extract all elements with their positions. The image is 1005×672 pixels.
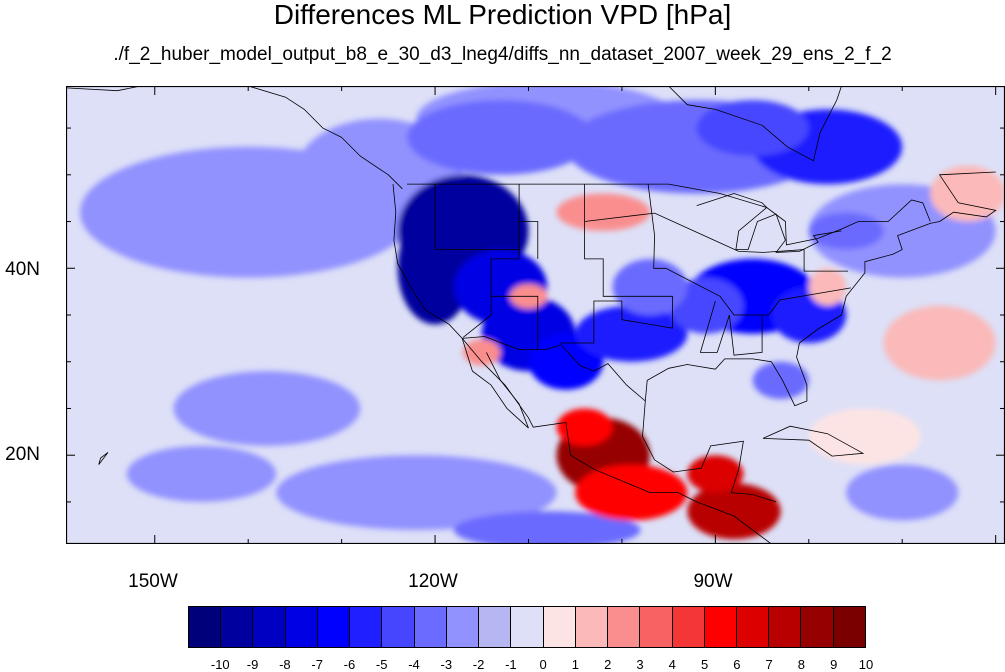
chart-subtitle: ./f_2_huber_model_output_b8_e_30_d3_lneg… [113,44,892,65]
colorbar-swatch [608,607,641,647]
field-blob-caribbean [808,408,922,465]
colorbar-swatch [479,607,512,647]
colorbar-swatch [221,607,254,647]
colorbar [188,606,866,648]
colorbar-swatch [801,607,834,647]
field-blob-mid-south [668,277,744,334]
colorbar-tick-label: 9 [830,657,838,672]
field-blob-baja-north [463,339,501,366]
colorbar-tick-label: -9 [246,657,259,672]
border-nova-scotia [938,171,997,222]
lat-label-40n: 40N [5,259,40,280]
colorbar-swatch [350,607,383,647]
border-great-lakes [696,193,842,253]
field-blob-hawaii-area [126,445,277,502]
colorbar-tick-label: 1 [571,657,580,672]
axis-ticks [66,86,1005,544]
field-blob-hudson-west [696,100,809,157]
colorbar-tick-label: 5 [700,657,709,672]
colorbar-swatch [575,607,609,647]
field-blob-caribbean-south [846,464,959,521]
field-blob-yucatan [687,455,744,493]
map-plot [66,86,1005,544]
lon-label-90w: 90W [693,571,733,592]
colorbar-swatch [833,607,865,647]
lon-label-150w: 150W [128,571,178,592]
colorbar-tick-label: 7 [765,657,773,672]
colorbar-labels: -10 -9 -8 -7 -6 -5 -4 -3 -2 -1 0 1 2 3 4 5 6 7 8 9 10 [188,657,873,672]
colorbar-tick-label: -4 [408,657,420,672]
colorbar-tick-label: 2 [604,657,612,672]
colorbar-tick-label: -10 [210,657,230,672]
colorbar-swatch [446,607,480,647]
field-blob-kansas [612,259,688,315]
border-state-1 [462,184,520,338]
border-state-2 [434,184,520,251]
colorbar-tick-label: 10 [858,657,874,672]
border-baja [461,338,529,429]
border-alaska [66,86,342,138]
border-hawaii [98,452,109,465]
field-blob-mid-atlantic [808,268,847,306]
chart-title: Differences ML Prediction VPD [hPa] [273,0,732,30]
field-blob-south-plains [575,305,688,362]
border-state-8 [699,300,763,356]
field-blob-north-plains [556,193,650,231]
map-panel [66,86,1005,544]
field-blob-pacific-mid [173,371,361,446]
border-state-5 [584,212,848,272]
border-bc-coast [341,137,403,190]
colorbar-swatch [414,607,447,647]
colorbar-swatch [543,607,576,647]
colorbar-swatch [769,607,802,647]
colorbar-swatch [511,607,544,647]
colorbar-swatch [317,607,351,647]
colorbar-swatch [382,607,415,647]
colorbar-swatch [704,607,737,647]
field-blob-east-pacific-south [453,511,641,544]
colorbar-tick-label: 6 [733,657,741,672]
colorbar-tick-label: -5 [375,657,388,672]
colorbar-tick-label: -2 [472,657,485,672]
border-west-coast [392,184,772,544]
colorbar-tick-label: -1 [505,657,517,672]
colorbar-swatch [736,607,770,647]
border-hudson-bay [668,86,842,162]
field-blob-atlantic-2 [930,165,1005,222]
colorbar-tick-label: 8 [797,657,806,672]
colorbar-swatch [672,607,705,647]
border-gulf-coast [644,221,940,407]
colorbar-swatch [189,607,222,647]
lon-label-120w: 120W [408,571,458,592]
field-blob-central-america [687,483,781,540]
colorbar-tick-label: -7 [311,657,323,672]
lat-label-20n: 20N [5,444,40,465]
border-state-3 [560,184,673,344]
field-blob-south-mexico [575,464,688,521]
colorbar-tick-label: -8 [279,657,291,672]
border-state-4 [647,184,851,316]
field-blob-florida [752,361,809,400]
border-state-6 [491,295,539,350]
field-blob-sinaloa [556,408,613,446]
field-blob-atlantic-1 [883,305,996,381]
field-blob-alberta [407,100,594,175]
colorbar-tick-label: -3 [440,657,453,672]
colorbar-tick-label: -6 [343,657,356,672]
colorbar-swatch [253,607,286,647]
colorbar-swatch [285,607,318,647]
border-us-mexico [462,336,646,402]
colorbar-tick-label: 3 [636,657,644,672]
border-us-canada [407,183,931,246]
coastlines-and-borders [66,86,997,544]
border-state-7 [519,221,539,259]
field-blob-tropical-pacific [276,455,557,530]
field-blob-new-york [808,212,884,250]
colorbar-tick-label: 0 [539,657,547,672]
colorbar-swatch [640,607,673,647]
border-mexico-gulf [642,400,777,503]
colorbar-tick-label: 4 [668,657,676,672]
border-cuba [762,425,865,457]
